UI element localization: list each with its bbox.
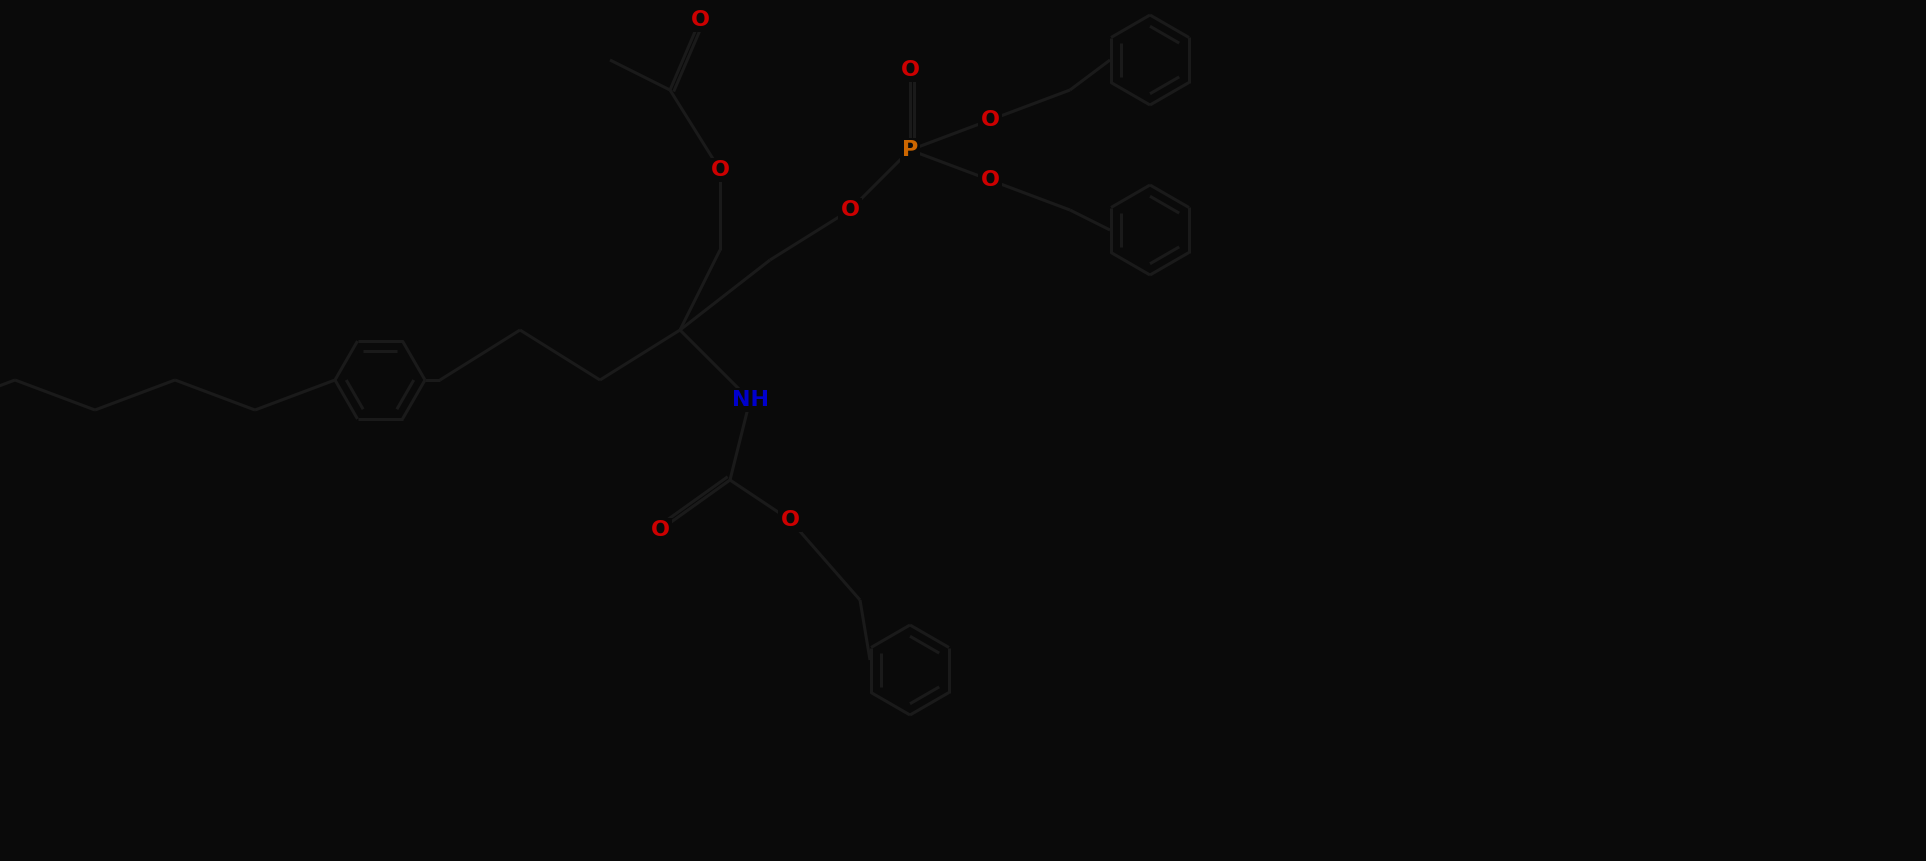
- Text: P: P: [901, 140, 919, 160]
- Text: O: O: [651, 520, 670, 540]
- Text: O: O: [780, 510, 799, 530]
- Text: O: O: [980, 170, 1000, 190]
- Text: O: O: [711, 160, 730, 180]
- Text: O: O: [691, 10, 709, 30]
- Text: O: O: [901, 60, 919, 80]
- Text: O: O: [980, 110, 1000, 130]
- Text: O: O: [840, 200, 859, 220]
- Text: NH: NH: [732, 390, 768, 410]
